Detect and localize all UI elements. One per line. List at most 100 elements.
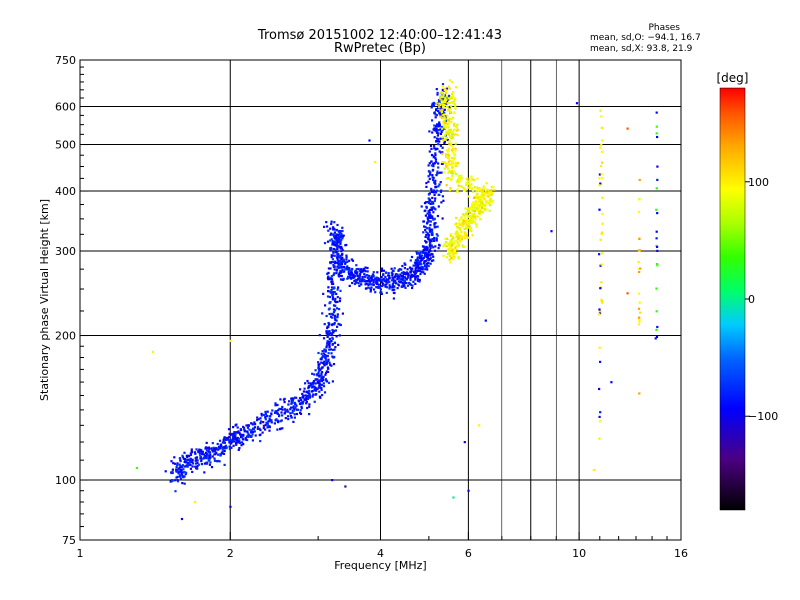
scatter-point <box>185 461 188 464</box>
scatter-point <box>340 274 343 278</box>
scatter-point <box>450 142 453 145</box>
scatter-point <box>187 462 190 465</box>
scatter-point <box>196 461 199 464</box>
scatter-point <box>324 355 327 358</box>
scatter-point <box>452 91 455 94</box>
scatter-point <box>383 280 386 283</box>
scatter-point <box>429 214 432 217</box>
scatter-point <box>333 244 337 247</box>
scatter-point <box>242 443 245 446</box>
scatter-point <box>372 281 375 284</box>
scatter-point <box>473 221 476 224</box>
scatter-point <box>388 276 391 280</box>
scatter-point <box>247 435 250 438</box>
scatter-point <box>422 256 425 260</box>
scatter-point <box>319 374 322 377</box>
scatter-point <box>244 438 247 441</box>
scatter-point <box>450 179 453 182</box>
scatter-point <box>416 279 420 282</box>
scatter-point <box>456 231 459 234</box>
scatter-point <box>352 276 356 279</box>
scatter-point <box>446 237 449 240</box>
scatter-point <box>480 191 483 194</box>
scatter-point <box>466 226 469 229</box>
scatter-point <box>390 279 393 282</box>
scatter-point <box>428 239 431 242</box>
scatter-point <box>418 278 421 282</box>
scatter-point <box>448 250 452 253</box>
scatter-point <box>203 462 206 465</box>
scatter-point <box>335 335 338 338</box>
scatter-point <box>370 278 373 282</box>
scatter-point <box>353 282 357 286</box>
scatter-point <box>442 138 445 142</box>
scatter-point <box>314 378 317 381</box>
scatter-point <box>463 441 466 444</box>
scatter-point <box>295 408 298 411</box>
scatter-point <box>324 350 327 353</box>
scatter-point <box>254 423 257 426</box>
scatter-point <box>448 117 451 120</box>
scatter-point <box>340 238 343 242</box>
scatter-point <box>242 433 245 437</box>
scatter-point <box>421 258 424 261</box>
scatter-point <box>656 249 659 252</box>
scatter-point <box>380 291 383 294</box>
scatter-point <box>600 126 603 129</box>
scatter-point <box>471 214 474 217</box>
scatter-point <box>229 339 232 342</box>
scatter-point <box>469 221 472 224</box>
scatter-point <box>217 445 221 448</box>
scatter-point <box>359 278 362 281</box>
scatter-point <box>325 370 328 373</box>
scatter-point <box>439 144 442 147</box>
scatter-point <box>413 270 416 273</box>
scatter-point <box>444 118 447 121</box>
scatter-point <box>449 186 452 190</box>
scatter-point <box>416 258 419 261</box>
scatter-point <box>445 165 448 168</box>
scatter-point <box>446 105 449 108</box>
scatter-point <box>437 247 440 250</box>
scatter-point <box>300 405 303 408</box>
scatter-point <box>183 470 186 474</box>
scatter-point <box>442 254 445 257</box>
scatter-point <box>369 290 372 293</box>
scatter-point <box>364 283 367 286</box>
scatter-point <box>271 409 274 412</box>
scatter-point <box>372 274 375 277</box>
scatter-point <box>299 388 302 391</box>
scatter-point <box>313 389 316 392</box>
scatter-point <box>231 436 235 439</box>
scatter-point <box>466 216 469 219</box>
scatter-point <box>291 406 294 409</box>
scatter-point <box>333 272 336 275</box>
scatter-point <box>453 122 456 125</box>
scatter-point <box>430 244 433 247</box>
scatter-point <box>331 323 334 326</box>
scatter-point <box>332 235 336 238</box>
scatter-point <box>600 143 603 146</box>
scatter-point <box>431 119 434 122</box>
scatter-point <box>235 443 238 446</box>
scatter-point <box>195 456 199 459</box>
y-tick-label: 750 <box>55 54 76 67</box>
scatter-point <box>441 92 444 95</box>
scatter-point <box>366 279 369 283</box>
scatter-point <box>455 248 458 251</box>
scatter-point <box>318 395 321 398</box>
scatter-point <box>256 425 259 429</box>
scatter-point <box>332 287 335 290</box>
scatter-point <box>338 239 341 242</box>
scatter-point <box>447 119 450 122</box>
scatter-point <box>432 189 436 192</box>
scatter-point <box>429 199 432 203</box>
scatter-point <box>250 429 253 432</box>
scatter-point <box>449 163 453 166</box>
scatter-point <box>326 272 329 275</box>
scatter-point <box>382 269 385 272</box>
scatter-point <box>197 450 200 453</box>
scatter-point <box>236 426 239 429</box>
scatter-point <box>396 287 399 290</box>
